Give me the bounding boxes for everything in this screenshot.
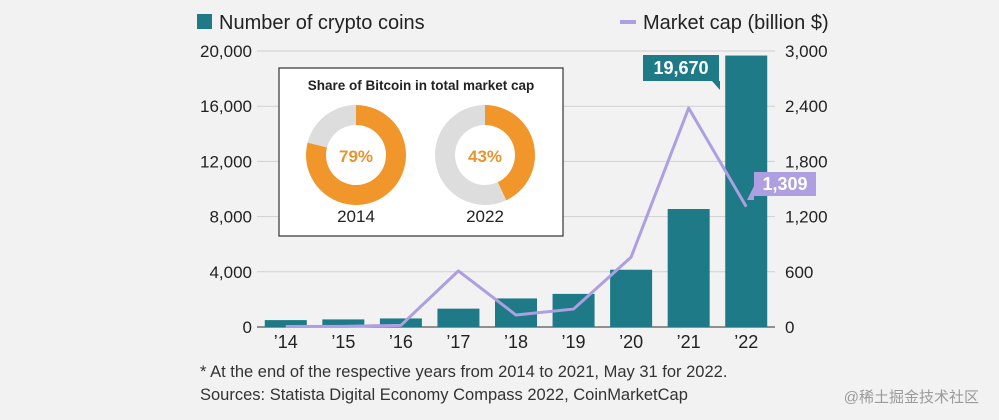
bar	[379, 318, 422, 327]
bar	[610, 269, 653, 327]
pie-2014-percent: 79%	[339, 147, 373, 166]
x-tick-label: ’15	[331, 332, 355, 352]
inset-title: Share of Bitcoin in total market cap	[308, 78, 535, 93]
left-tick-label: 20,000	[200, 42, 252, 61]
right-tick-label: 1,200	[785, 208, 828, 227]
right-tick-label: 0	[785, 318, 794, 337]
left-tick-label: 4,000	[209, 263, 252, 282]
left-tick-label: 0	[243, 318, 252, 337]
bar	[322, 319, 365, 327]
x-tick-label: ’17	[446, 332, 470, 352]
bar	[667, 209, 710, 327]
right-tick-label: 600	[785, 263, 813, 282]
left-axis-ticks: 0 4,000 8,000 12,000 16,000 20,000	[200, 42, 252, 337]
footnote-note: * At the end of the respective years fro…	[200, 363, 728, 381]
x-tick-label: ’22	[734, 332, 758, 352]
left-tick-label: 16,000	[200, 97, 252, 116]
right-axis-ticks: 0 600 1,200 1,800 2,400 3,000	[785, 42, 828, 337]
legend-line-label: Market cap (billion $)	[643, 12, 829, 34]
pie-2022-year: 2022	[466, 207, 504, 226]
pie-rest-slice	[307, 105, 356, 148]
left-tick-label: 12,000	[200, 152, 252, 171]
bar-callout-label: 19,670	[653, 58, 708, 78]
x-tick-label: ’14	[274, 332, 298, 352]
pie-2014-year: 2014	[337, 207, 375, 226]
bar	[264, 320, 307, 327]
pie-rest-slice	[435, 105, 507, 205]
watermark-text: @稀土掘金技术社区	[843, 389, 979, 406]
pie-2022-percent: 43%	[468, 147, 502, 166]
right-tick-label: 1,800	[785, 152, 828, 171]
pie-bitcoin-slice	[485, 105, 535, 201]
x-tick-label: ’19	[562, 332, 586, 352]
footnote-sources: Sources: Statista Digital Economy Compas…	[200, 386, 688, 404]
right-tick-label: 2,400	[785, 97, 828, 116]
bitcoin-share-inset: Share of Bitcoin in total market cap 79%…	[278, 67, 564, 237]
bar	[437, 308, 480, 327]
bar-value-callout: 19,670	[643, 55, 720, 90]
x-tick-label: ’18	[504, 332, 528, 352]
market-cap-line	[285, 106, 748, 329]
legend-bar-swatch	[197, 14, 212, 29]
pies	[306, 105, 535, 205]
right-tick-label: 3,000	[785, 42, 828, 61]
x-axis-ticks: ’14 ’15 ’16 ’17 ’18 ’19 ’20 ’21 ’22	[274, 332, 758, 352]
pie-bitcoin-slice	[306, 105, 406, 205]
x-tick-label: ’21	[677, 332, 701, 352]
line-value-callout: 1,309	[747, 172, 816, 200]
x-tick-label: ’20	[619, 332, 643, 352]
x-tick-label: ’16	[389, 332, 413, 352]
legend-bar-label: Number of crypto coins	[219, 12, 425, 34]
left-tick-label: 8,000	[209, 208, 252, 227]
line-callout-label: 1,309	[762, 174, 807, 194]
